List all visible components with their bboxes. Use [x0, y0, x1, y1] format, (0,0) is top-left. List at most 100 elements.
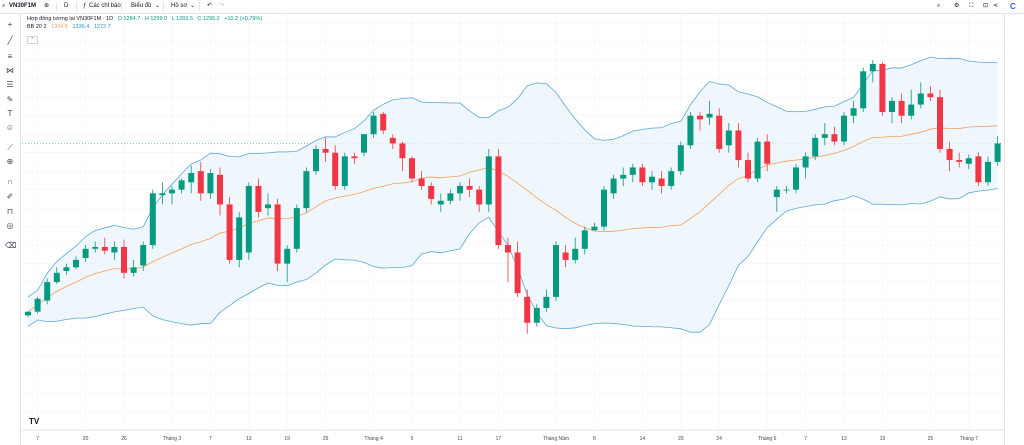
candle-body [466, 185, 473, 190]
candle-body [130, 267, 137, 273]
chevron-down-icon[interactable]: ⌄ [190, 3, 196, 9]
candle [783, 185, 790, 194]
x-tick-label: 26 [121, 436, 127, 442]
candle-body [284, 248, 291, 264]
interval-button[interactable]: D [64, 3, 69, 9]
candle [207, 169, 214, 199]
crosshair-icon[interactable]: + [7, 20, 13, 29]
candle [130, 259, 137, 277]
candle [149, 189, 156, 249]
brand-logo-icon[interactable]: C [1010, 2, 1016, 11]
candle-body [543, 296, 550, 308]
candle [572, 237, 579, 264]
candle-body [447, 193, 454, 201]
chart-type-button[interactable]: Biểu đồ [131, 3, 152, 9]
candle-body [572, 248, 579, 260]
eye-icon[interactable]: ◎ [6, 221, 14, 230]
candle [562, 245, 569, 268]
candle [802, 152, 809, 179]
candle [601, 185, 607, 231]
x-tick-label: 8 [593, 436, 596, 442]
pattern-icon[interactable]: ⋈ [6, 66, 14, 75]
candle [639, 163, 646, 186]
candle [879, 62, 886, 116]
candle [831, 126, 838, 146]
candle-body [889, 100, 895, 112]
share-icon[interactable]: ⋖ [993, 3, 999, 9]
candle-body [437, 200, 444, 205]
x-tick-label: 17 [496, 436, 502, 442]
candle-body [533, 307, 540, 323]
magnet-icon[interactable]: ∩ [7, 177, 13, 186]
time-axis[interactable]: 7 20 26 Tháng 3 7 13 19 25 Tháng 4 5 11 17 Tháng Năm… [36, 436, 978, 442]
candle [101, 237, 108, 255]
candle-body [831, 134, 838, 142]
candle [255, 178, 262, 218]
x-tick-label: Tháng 6 [758, 436, 777, 442]
search-icon[interactable]: ⌕ [2, 3, 6, 9]
legend-high: H 1299.0 [144, 16, 168, 22]
legend-change: +10.2 (+0.79%) [224, 16, 263, 22]
fib-icon[interactable]: ☰ [6, 80, 14, 89]
collapse-legend-button[interactable]: ⌃ [27, 36, 38, 44]
zoom-in-icon[interactable]: ⊕ [6, 157, 14, 166]
candle [188, 165, 195, 194]
candle-body [581, 230, 588, 249]
candle-body [495, 156, 502, 246]
candle-body [917, 93, 924, 105]
legend-title[interactable]: Hợp đồng tương lai VN30F1M · 1D [27, 16, 114, 22]
candle-body [236, 217, 243, 260]
settings-icon[interactable]: ⚙ [954, 3, 960, 9]
candle-body [898, 100, 905, 116]
x-tick-label: Tháng 7 [960, 436, 979, 442]
horizontal-lines-icon[interactable]: ≡ [7, 52, 13, 61]
stay-drawing-icon[interactable]: ✐ [6, 192, 14, 201]
candle-body [505, 245, 511, 253]
camera-icon[interactable]: ⊡ [983, 3, 989, 9]
candle [524, 289, 531, 334]
candle [754, 137, 761, 183]
candle-body [73, 259, 79, 268]
candle-body [591, 226, 598, 231]
text-icon[interactable]: T [7, 109, 13, 118]
candle-body [524, 296, 531, 323]
x-tick-label: 19 [880, 436, 886, 442]
trend-line-icon[interactable]: ╱ [7, 36, 13, 45]
layout-button[interactable]: Hồ sơ [171, 3, 188, 9]
tradingview-logo[interactable]: TV [29, 417, 40, 426]
candle [265, 193, 271, 216]
candle-body [841, 115, 847, 142]
x-tick-label: 20 [678, 436, 684, 442]
candle [53, 267, 60, 284]
candle [466, 178, 473, 198]
candle-body [879, 63, 886, 112]
candle-body [601, 189, 607, 227]
brush-icon[interactable]: ✎ [6, 95, 14, 104]
candle [428, 182, 435, 205]
candle-body [956, 160, 963, 162]
trash-icon[interactable]: ⌫ [5, 241, 17, 250]
candle-body [687, 115, 694, 146]
symbol-button[interactable]: VN30F1M [9, 3, 37, 9]
quick-search-icon[interactable]: ⌕ [937, 3, 941, 9]
candle-body [850, 108, 857, 116]
fullscreen-icon[interactable]: ⛶ [969, 3, 974, 9]
ruler-icon[interactable]: ⟋ [7, 143, 13, 152]
redo-icon[interactable]: ↷ [219, 3, 225, 9]
add-symbol-icon[interactable]: ⊕ [44, 3, 50, 9]
candle [869, 60, 876, 83]
emoji-icon[interactable]: ☺ [5, 123, 15, 132]
indicators-button[interactable]: Các chỉ báo [89, 3, 121, 9]
candle [63, 263, 70, 275]
candle [658, 171, 665, 194]
chevron-down-icon[interactable]: ⌄ [155, 3, 161, 9]
candle-body [389, 137, 396, 144]
candle-body [101, 246, 108, 251]
x-tick-label: 5 [411, 436, 414, 442]
bb-basis-value: 1304.5 [51, 24, 68, 30]
lock-icon[interactable]: ⊓ [6, 207, 14, 216]
x-tick-label: 14 [640, 436, 646, 442]
bb-indicator-name[interactable]: BB 20 2 [27, 24, 47, 30]
undo-icon[interactable]: ↶ [207, 3, 213, 9]
